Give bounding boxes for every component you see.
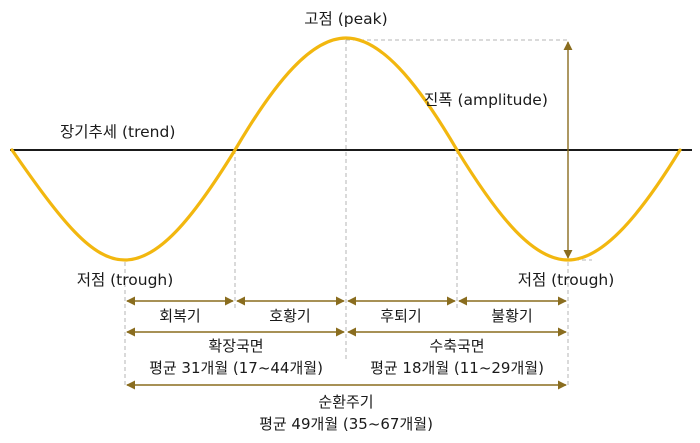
- cycle-title: 순환주기: [318, 393, 373, 411]
- guide-lines: [124, 39, 592, 388]
- cycle-avg: 평균 49개월 (35~67개월): [259, 415, 433, 433]
- phase-label-depression: 불황기: [491, 307, 532, 325]
- phase-label-recession: 후퇴기: [380, 307, 421, 325]
- contraction-title: 수축국면: [429, 337, 484, 355]
- phase-label-recovery: 회복기: [159, 307, 200, 325]
- expansion-title: 확장국면: [208, 337, 263, 355]
- contraction-avg: 평균 18개월 (11~29개월): [370, 359, 544, 377]
- peak-label: 고점 (peak): [304, 10, 387, 28]
- cycle-curve: [10, 36, 682, 262]
- trough-right-label: 저점 (trough): [518, 271, 615, 289]
- trough-left-label: 저점 (trough): [77, 271, 174, 289]
- expansion-avg: 평균 31개월 (17~44개월): [149, 359, 323, 377]
- phase-label-boom: 호황기: [269, 307, 310, 325]
- phase-arrows: [126, 296, 567, 390]
- trend-label: 장기추세 (trend): [60, 123, 175, 141]
- amplitude-label: 진폭 (amplitude): [424, 91, 548, 109]
